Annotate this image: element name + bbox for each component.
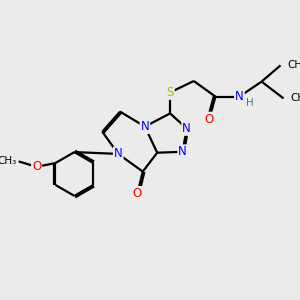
Text: O: O (133, 187, 142, 200)
Text: O: O (32, 160, 41, 173)
Text: CH₃: CH₃ (0, 156, 17, 167)
Text: S: S (167, 86, 174, 99)
Text: O: O (205, 112, 214, 126)
Text: N: N (140, 120, 149, 133)
Text: N: N (235, 90, 244, 103)
Text: CH₃: CH₃ (290, 93, 300, 103)
Text: N: N (178, 145, 187, 158)
Text: CH₃: CH₃ (287, 60, 300, 70)
Text: N: N (182, 122, 191, 135)
Text: N: N (114, 147, 123, 161)
Text: H: H (246, 98, 254, 108)
